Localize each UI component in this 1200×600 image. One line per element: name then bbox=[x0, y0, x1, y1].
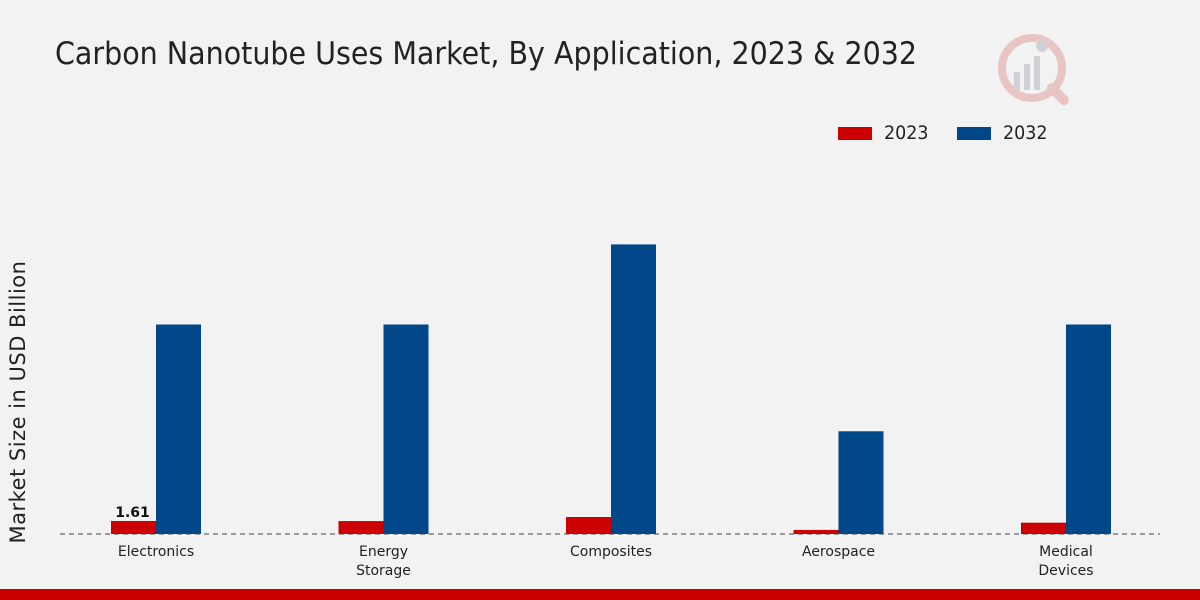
legend-item-2023: 2023 bbox=[838, 122, 932, 144]
x-tick-label-composites: Composites bbox=[570, 544, 652, 560]
bar-2032-composites bbox=[611, 244, 656, 534]
x-tick-label-electronics: Electronics bbox=[118, 544, 194, 560]
legend-swatch-2023 bbox=[838, 126, 872, 140]
bar-2023-composites bbox=[566, 517, 611, 534]
legend-label-2032: 2032 bbox=[1003, 122, 1048, 144]
chart-title: Carbon Nanotube Uses Market, By Applicat… bbox=[55, 36, 918, 72]
bar-2032-energy-storage bbox=[383, 324, 429, 534]
legend-item-2032: 2032 bbox=[957, 122, 1051, 144]
bar-2023-energy-storage bbox=[338, 521, 384, 534]
bar-2032-electronics bbox=[156, 324, 201, 534]
legend-swatch-2032 bbox=[957, 126, 991, 140]
x-tick-label-energy-storage: Energy Storage bbox=[356, 544, 411, 579]
bar-2023-medical-devices bbox=[1021, 522, 1066, 534]
bar-2023-electronics bbox=[111, 520, 156, 534]
legend-label-2023: 2023 bbox=[884, 122, 929, 144]
bottom-accent-bar bbox=[0, 589, 1200, 600]
bar-2032-medical-devices bbox=[1066, 324, 1111, 534]
x-tick-label-medical-devices: Medical Devices bbox=[1038, 544, 1093, 579]
data-label-2023-electronics: 1.61 bbox=[115, 505, 150, 521]
x-tick-label-aerospace: Aerospace bbox=[802, 544, 875, 560]
bar-2023-aerospace bbox=[793, 529, 839, 534]
bar-2032-aerospace bbox=[838, 431, 884, 534]
watermark-logo-icon bbox=[994, 30, 1074, 110]
